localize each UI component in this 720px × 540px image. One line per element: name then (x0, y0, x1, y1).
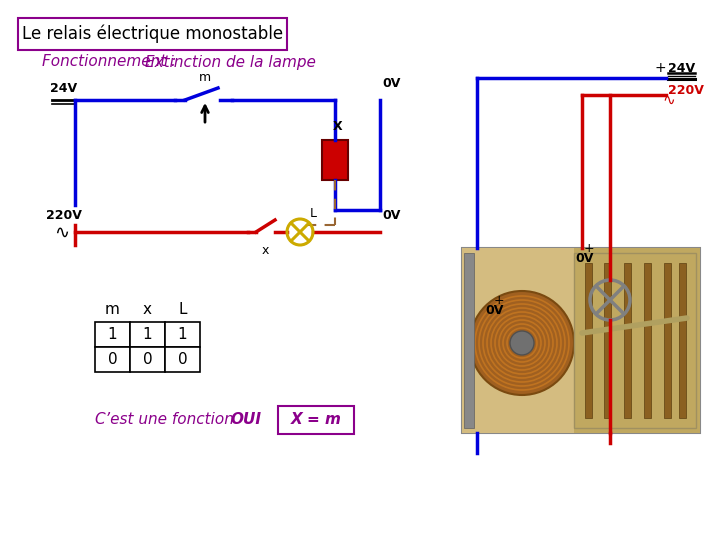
Text: L: L (179, 302, 186, 318)
Bar (679, 263, 686, 418)
Bar (644, 263, 651, 418)
Text: 1: 1 (108, 327, 117, 342)
Text: Fonctionnement :: Fonctionnement : (42, 55, 176, 70)
Bar (664, 263, 671, 418)
Text: 0: 0 (143, 352, 153, 367)
Text: L: L (310, 207, 317, 220)
Text: 0V: 0V (575, 252, 594, 265)
Text: 0V: 0V (382, 209, 400, 222)
Text: 24V: 24V (50, 82, 78, 95)
Text: X: X (333, 120, 343, 133)
Bar (574, 253, 696, 428)
Text: 0V: 0V (485, 303, 504, 316)
Text: 1: 1 (178, 327, 187, 342)
Text: 220V: 220V (668, 84, 704, 97)
Bar (462, 248, 700, 433)
Text: Le relais électrique monostable: Le relais électrique monostable (22, 25, 283, 43)
Text: 220V: 220V (46, 209, 82, 222)
Text: OUI: OUI (230, 413, 261, 428)
Bar (604, 263, 611, 418)
Text: +: + (654, 61, 666, 75)
Text: +: + (493, 294, 504, 307)
Bar (574, 248, 700, 433)
Bar (464, 253, 474, 428)
Text: Extinction de la lampe: Extinction de la lampe (145, 55, 316, 70)
Text: X = m: X = m (291, 413, 341, 428)
Bar (322, 140, 348, 180)
Bar (95, 322, 130, 347)
Text: x: x (261, 244, 269, 257)
Bar (130, 347, 165, 372)
Text: 0: 0 (108, 352, 117, 367)
Bar (95, 347, 130, 372)
Bar (165, 322, 200, 347)
Bar (130, 322, 165, 347)
Text: x: x (143, 302, 152, 318)
Text: 24V: 24V (668, 62, 695, 75)
Circle shape (510, 331, 534, 355)
Text: m: m (199, 71, 211, 84)
Bar (165, 347, 200, 372)
Text: 1: 1 (143, 327, 153, 342)
Text: 0V: 0V (382, 77, 400, 90)
Text: ∿: ∿ (662, 92, 675, 107)
Bar (624, 263, 631, 418)
FancyBboxPatch shape (18, 18, 287, 50)
Circle shape (470, 291, 574, 395)
Text: C’est une fonction: C’est une fonction (95, 413, 239, 428)
Text: ∿: ∿ (55, 224, 70, 242)
Bar (585, 263, 592, 418)
Text: +: + (583, 241, 594, 254)
Text: m: m (105, 302, 120, 318)
Bar (462, 248, 574, 433)
FancyBboxPatch shape (278, 406, 354, 434)
Text: 0: 0 (178, 352, 187, 367)
